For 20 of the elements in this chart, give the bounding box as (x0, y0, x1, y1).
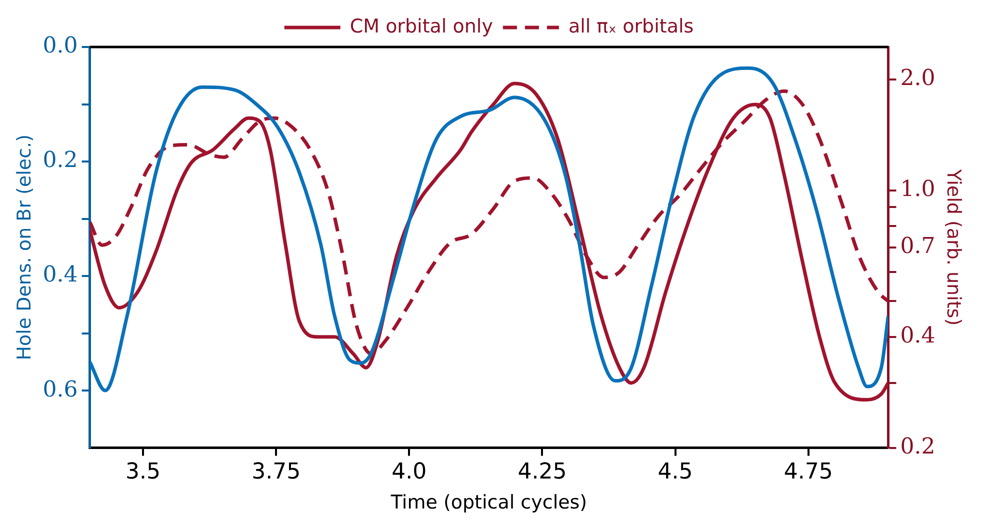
y2-tick-label: 0.4 (900, 324, 936, 349)
x-tick-label: 4.5 (658, 460, 693, 485)
y2-axis-title: Yield (arb. units) (942, 168, 965, 326)
y-tick-label: 0.6 (42, 377, 78, 402)
y-tick-label: 0.0 (42, 34, 78, 59)
legend-label: all πₓ orbitals (568, 15, 694, 38)
y2-tick-label: 0.2 (900, 434, 936, 460)
y-tick-label: 0.2 (42, 148, 78, 174)
x-tick-label: 4.0 (392, 460, 427, 485)
y2-tick-label: 2.0 (900, 66, 936, 92)
x-axis-title: Time (optical cycles) (390, 492, 588, 514)
y2-tick-label: 1.0 (900, 177, 936, 202)
y-tick-label: 0.4 (42, 262, 78, 288)
y-axis-title: Hole Dens. on Br (elec.) (13, 134, 36, 360)
y2-tick-label: 0.7 (900, 234, 936, 260)
x-tick-label: 3.75 (252, 460, 301, 485)
legend-label: CM orbital only (350, 15, 493, 38)
x-tick-label: 4.25 (518, 460, 567, 485)
x-tick-label: 4.75 (784, 460, 833, 485)
x-tick-label: 3.5 (126, 460, 161, 485)
